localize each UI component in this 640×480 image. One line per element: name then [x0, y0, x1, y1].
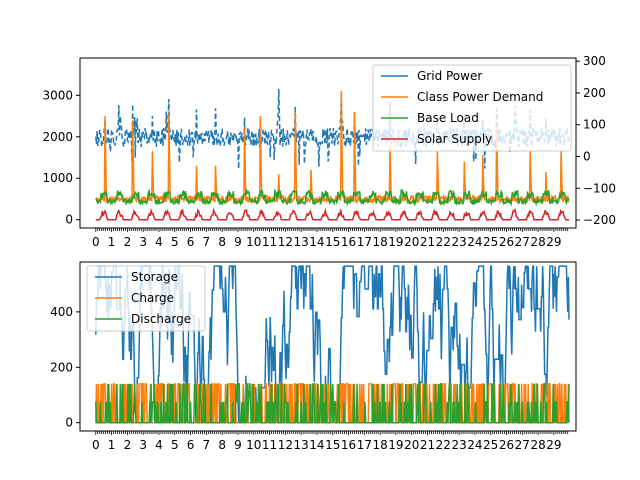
x-tick-label: 12	[278, 235, 293, 249]
x-tick-label: 13	[294, 438, 309, 452]
series-line-discharge	[95, 383, 570, 424]
x-tick-label: 3	[139, 438, 147, 452]
x-tick-label: 9	[234, 235, 242, 249]
legend-label-class-power-demand: Class Power Demand	[417, 90, 543, 104]
x-tick-label: 15	[325, 438, 340, 452]
legend-label-base-load: Base Load	[417, 111, 479, 125]
x-tick-label: 17	[357, 235, 372, 249]
x-tick-label: 11	[262, 235, 277, 249]
x-tick-label: 20	[404, 438, 419, 452]
x-tick-label: 8	[218, 438, 226, 452]
x-tick-label: 24	[467, 235, 482, 249]
bottom-y-axis: 0 200 400	[50, 305, 80, 430]
top-left-y-axis: 0 1000 2000 3000	[42, 88, 80, 227]
x-tick-label: 15	[325, 235, 340, 249]
legend-label-discharge: Discharge	[131, 312, 191, 326]
top-legend-box	[372, 64, 572, 152]
bottom-x-axis: 0 1 2 3 4 5 6 7 8 9 10 11 12 13 14 15 16 17 18 19 20 21 22 23 24…	[92, 431, 569, 452]
x-tick-label: 1	[108, 235, 116, 249]
y-tick-label: 2000	[42, 130, 73, 144]
y-tick-label: 3000	[42, 88, 73, 102]
x-tick-label: 6	[187, 438, 195, 452]
x-tick-label: 16	[341, 438, 356, 452]
x-tick-label: 9	[234, 438, 242, 452]
x-tick-label: 7	[203, 438, 211, 452]
x-tick-label: 2	[124, 438, 132, 452]
bottom-axes-frame	[79, 261, 577, 432]
x-tick-label: 0	[92, 235, 100, 249]
x-tick-label: 25	[483, 438, 498, 452]
x-tick-label: 24	[467, 438, 482, 452]
x-tick-label: 4	[155, 438, 163, 452]
y2-tick-label: 0	[583, 150, 591, 164]
x-tick-label: 2	[124, 235, 132, 249]
x-tick-label: 7	[203, 235, 211, 249]
x-tick-label: 19	[388, 438, 403, 452]
top-x-axis: 0 1 2 3 4 5 6 7 8 9 10 11 12 13 14 15 16 17 18 19 20 21 22 23 24…	[92, 228, 569, 249]
top-right-y-axis: −200 −100 0 100 200 300	[576, 54, 616, 227]
y2-tick-label: −100	[583, 181, 616, 195]
bottom-legend: Storage Charge Discharge	[86, 265, 206, 332]
top-legend: Grid Power Class Power Demand Base Load …	[372, 64, 572, 152]
x-tick-label: 28	[530, 438, 545, 452]
bottom-legend-box	[86, 265, 206, 332]
x-tick-label: 11	[262, 438, 277, 452]
legend-label-charge: Charge	[131, 291, 174, 305]
y2-tick-label: 200	[583, 86, 606, 100]
x-tick-label: 29	[546, 235, 561, 249]
x-tick-label: 27	[515, 235, 530, 249]
x-tick-label: 14	[309, 235, 324, 249]
x-tick-label: 18	[372, 438, 387, 452]
legend-label-storage: Storage	[131, 270, 178, 284]
x-tick-label: 28	[530, 235, 545, 249]
x-tick-label: 22	[436, 235, 451, 249]
x-tick-label: 20	[404, 235, 419, 249]
top-axes-frame	[79, 57, 577, 229]
legend-label-solar-supply: Solar Supply	[417, 132, 492, 146]
x-tick-label: 1	[108, 438, 116, 452]
x-tick-label: 22	[436, 438, 451, 452]
series-line-solar-supply	[95, 207, 570, 221]
y2-tick-label: 100	[583, 118, 606, 132]
y2-tick-label: −200	[583, 213, 616, 227]
y-tick-label: 0	[65, 213, 73, 227]
x-tick-label: 14	[309, 438, 324, 452]
y-tick-label: 1000	[42, 171, 73, 185]
x-tick-label: 26	[499, 235, 514, 249]
x-tick-label: 26	[499, 438, 514, 452]
x-tick-label: 10	[246, 235, 261, 249]
x-tick-label: 17	[357, 438, 372, 452]
x-tick-label: 27	[515, 438, 530, 452]
series-line-base-load	[95, 188, 570, 207]
x-tick-label: 29	[546, 438, 561, 452]
legend-label-grid-power: Grid Power	[417, 69, 482, 83]
x-tick-label: 12	[278, 438, 293, 452]
y2-tick-label: 300	[583, 54, 606, 68]
x-tick-label: 25	[483, 235, 498, 249]
x-tick-label: 3	[139, 235, 147, 249]
x-tick-label: 21	[420, 438, 435, 452]
x-tick-label: 4	[155, 235, 163, 249]
x-tick-label: 5	[171, 235, 179, 249]
x-tick-label: 8	[218, 235, 226, 249]
x-tick-label: 21	[420, 235, 435, 249]
y-tick-label: 200	[50, 360, 73, 374]
x-tick-label: 16	[341, 235, 356, 249]
x-tick-label: 10	[246, 438, 261, 452]
x-tick-label: 19	[388, 235, 403, 249]
x-tick-label: 13	[294, 235, 309, 249]
y-tick-label: 0	[65, 416, 73, 430]
x-tick-label: 23	[451, 438, 466, 452]
x-tick-label: 5	[171, 438, 179, 452]
x-tick-label: 18	[372, 235, 387, 249]
y-tick-label: 400	[50, 305, 73, 319]
x-tick-label: 0	[92, 438, 100, 452]
x-tick-label: 23	[451, 235, 466, 249]
x-tick-label: 6	[187, 235, 195, 249]
